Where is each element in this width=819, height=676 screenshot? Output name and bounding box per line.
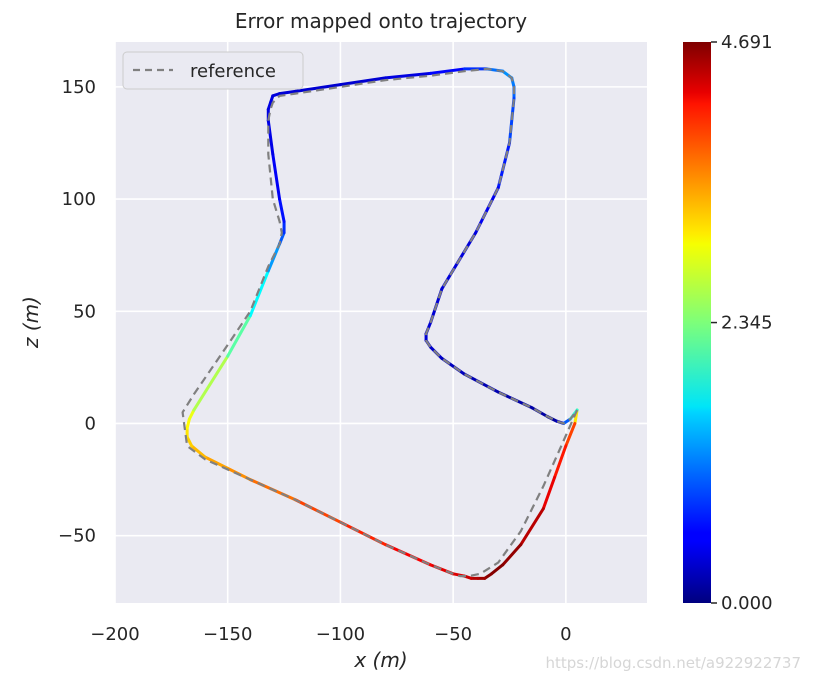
legend-reference-label: reference bbox=[190, 61, 276, 82]
y-tick-label: 100 bbox=[62, 189, 96, 210]
trajectory-group bbox=[181, 67, 579, 580]
trajectory-segment bbox=[384, 71, 433, 80]
x-tick-label: −150 bbox=[203, 624, 252, 645]
trajectory-segment bbox=[293, 83, 342, 93]
colorbar-tick-label: 4.691 bbox=[721, 32, 773, 53]
trajectory-segment bbox=[278, 89, 297, 96]
trajectory-segment bbox=[203, 455, 230, 470]
trajectory-segment bbox=[185, 417, 191, 430]
trajectory-segment bbox=[190, 444, 207, 459]
trajectory-segment bbox=[519, 507, 545, 547]
trajectory-segment bbox=[278, 197, 286, 224]
legend-box bbox=[122, 51, 304, 90]
x-tick-label: −200 bbox=[90, 624, 139, 645]
trajectory-segment bbox=[338, 76, 388, 87]
trajectory-segment bbox=[501, 543, 523, 567]
y-tick-label: 150 bbox=[62, 77, 96, 98]
trajectory-segment bbox=[271, 152, 282, 201]
x-tick-labels: −200 −150 −100 −50 0 bbox=[90, 624, 571, 645]
trajectory-segment bbox=[564, 421, 577, 448]
y-tick-labels: −50 0 50 100 150 bbox=[58, 77, 96, 547]
trajectory-segment bbox=[187, 408, 196, 421]
colorbar-tick-label: 2.345 bbox=[721, 313, 773, 334]
y-tick-label: 0 bbox=[85, 413, 96, 434]
y-tick-label: −50 bbox=[58, 526, 96, 547]
trajectory-segment bbox=[226, 314, 252, 358]
grid-lines bbox=[114, 42, 647, 603]
y-axis-label: z (m) bbox=[19, 296, 43, 349]
plot-area bbox=[115, 42, 647, 603]
trajectory-segment bbox=[541, 475, 557, 511]
y-tick-label: 50 bbox=[73, 301, 96, 322]
x-tick-label: −50 bbox=[434, 624, 472, 645]
trajectory-segment bbox=[248, 269, 270, 318]
legend: reference bbox=[122, 51, 304, 90]
colorbar-tick-label: 0.000 bbox=[721, 593, 773, 614]
trajectory-segment bbox=[192, 354, 230, 412]
trajectory-segment bbox=[429, 67, 466, 75]
x-tick-label: −100 bbox=[316, 624, 365, 645]
chart-title: Error mapped onto trajectory bbox=[235, 9, 527, 33]
colorbar-gradient bbox=[683, 42, 711, 603]
colorbar-ticks: 0.000 2.345 4.691 bbox=[711, 32, 773, 614]
watermark: https://blog.csdn.net/a922922737 bbox=[545, 654, 801, 672]
trajectory-segment bbox=[489, 563, 505, 576]
trajectory-segment bbox=[185, 435, 194, 448]
trajectory-segment bbox=[553, 444, 568, 479]
colorbar: 0.000 2.345 4.691 bbox=[683, 32, 773, 614]
reference-line bbox=[181, 67, 579, 578]
x-tick-label: 0 bbox=[560, 624, 571, 645]
x-axis-label: x (m) bbox=[353, 648, 407, 672]
